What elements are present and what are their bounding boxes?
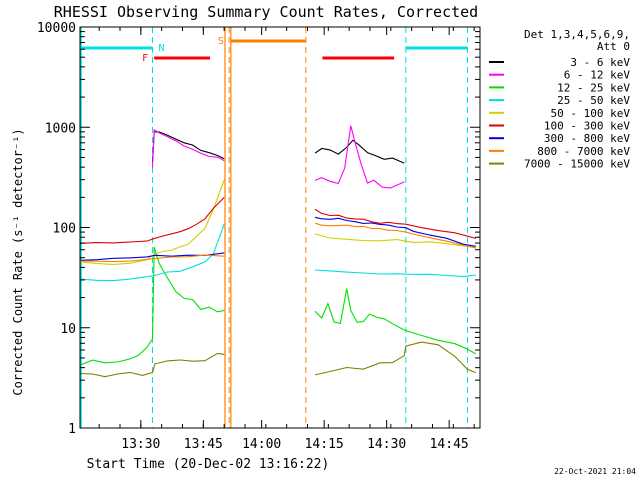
legend-entry-label: 50 - 100 keV [551, 107, 631, 120]
x-tick-label: 14:45 [430, 437, 469, 452]
series-line-7 [79, 254, 225, 263]
legend-entry-label: 7000 - 15000 keV [524, 158, 630, 171]
series-line-2 [314, 288, 477, 355]
y-axis-label: Corrected Count Rate (s⁻¹ detector⁻¹) [11, 128, 25, 395]
legend-entry-label: 100 - 300 keV [544, 120, 630, 133]
series-line-0 [314, 139, 405, 164]
legend-entry-label: 6 - 12 keV [564, 69, 631, 82]
observing-annotations: NF S [80, 27, 468, 428]
flare-label: F [142, 53, 148, 64]
x-tick-label: 14:00 [242, 437, 281, 452]
x-axis-label: Start Time (20-Dec-02 13:16:22) [87, 457, 330, 472]
night-label: N [159, 43, 165, 54]
series-line-5 [314, 208, 476, 239]
series-line-4 [314, 233, 476, 248]
series-line-5 [79, 197, 225, 244]
series-line-3 [314, 269, 476, 278]
series-layer [79, 125, 477, 378]
y-tick-label: 100 [53, 222, 76, 237]
series-line-3 [79, 224, 225, 282]
y-tick-label: 10000 [37, 21, 76, 36]
x-tick-label: 14:30 [367, 437, 406, 452]
legend-entry-label: 3 - 6 keV [570, 56, 630, 69]
series-line-8 [79, 352, 225, 378]
series-line-6 [79, 252, 225, 261]
chart-title: RHESSI Observing Summary Count Rates, Co… [54, 3, 478, 21]
legend-entry-label: 800 - 7000 keV [537, 145, 630, 158]
legend-entry-label: 25 - 50 keV [557, 94, 630, 107]
y-tick-label: 1 [68, 422, 76, 437]
x-tick-label: 14:15 [305, 437, 344, 452]
series-line-1 [314, 125, 405, 189]
legend-header: Att 0 [597, 40, 630, 53]
series-line-8 [314, 341, 476, 376]
legend-entry-label: 300 - 800 keV [544, 132, 630, 145]
series-line-7 [314, 222, 476, 249]
x-tick-label: 13:45 [184, 437, 223, 452]
y-tick-label: 10 [60, 322, 76, 337]
series-line-4 [79, 179, 225, 265]
timestamp: 22-Oct-2021 21:04 [554, 467, 636, 476]
legend-header: Det 1,3,4,5,6,9, [524, 28, 630, 41]
x-tick-label: 13:30 [121, 437, 160, 452]
legend-entry-label: 12 - 25 keV [557, 81, 630, 94]
series-line-6 [314, 216, 476, 247]
axes: 1 10 100 1000 10000 13:30 13:45 14:00 14:15 14:30… [37, 21, 481, 452]
series-line-1 [151, 128, 225, 168]
saa-label: S [218, 36, 224, 47]
y-tick-label: 1000 [45, 121, 76, 136]
